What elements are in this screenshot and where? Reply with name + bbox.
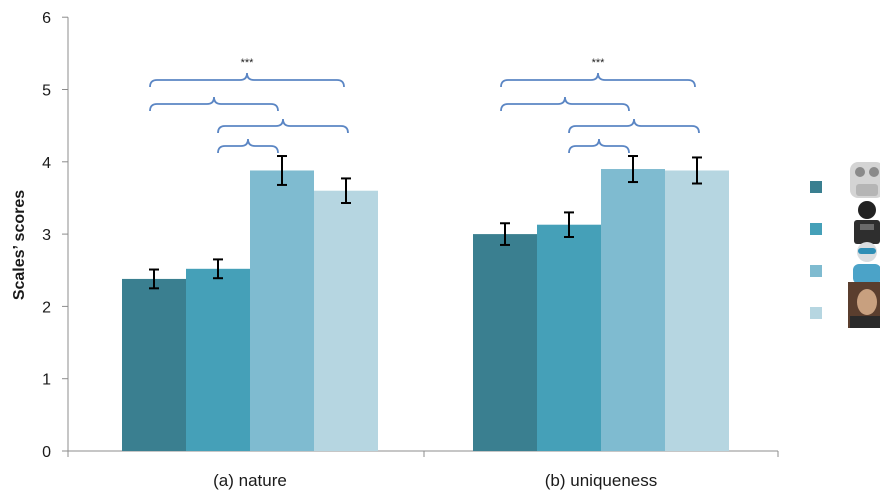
error-bar xyxy=(500,222,510,246)
bracket-group xyxy=(500,72,700,154)
bar xyxy=(473,234,537,451)
y-axis-title: Scales’ scores xyxy=(11,190,28,300)
significance-bracket xyxy=(568,138,630,154)
legend-swatch xyxy=(810,181,822,193)
significance-bracket xyxy=(149,96,279,112)
bar xyxy=(186,268,250,451)
bar xyxy=(314,190,378,451)
robot-black-humanoid-icon xyxy=(854,201,880,244)
error-bar xyxy=(692,156,702,185)
bar xyxy=(122,278,186,451)
legend-swatch xyxy=(810,307,822,319)
bracket-group xyxy=(149,72,349,154)
android-blue-icon xyxy=(853,242,880,284)
significance-brackets xyxy=(149,72,700,154)
error-bar xyxy=(149,268,159,290)
legend-item xyxy=(810,282,880,328)
error-bar xyxy=(628,155,638,184)
y-tick-label: 2 xyxy=(42,299,51,316)
error-bar xyxy=(341,177,351,205)
significance-bracket xyxy=(500,96,630,112)
category-label: (a) nature xyxy=(213,471,287,490)
category-label: (b) uniqueness xyxy=(545,471,657,490)
legend xyxy=(810,162,880,328)
bars xyxy=(122,169,729,451)
error-bar xyxy=(564,211,574,238)
legend-item xyxy=(810,201,880,244)
significance-bracket xyxy=(568,118,700,134)
y-tick-label: 0 xyxy=(42,444,51,461)
bar xyxy=(537,224,601,451)
y-tick-label: 5 xyxy=(42,83,51,100)
significance-label: *** xyxy=(241,57,255,69)
y-tick-label: 4 xyxy=(42,155,51,172)
bar xyxy=(601,169,665,451)
y-tick-label: 1 xyxy=(42,372,51,389)
legend-item xyxy=(810,162,880,198)
bar xyxy=(665,170,729,451)
robot-small-white-icon xyxy=(850,162,880,198)
error-bars xyxy=(149,155,702,290)
error-bar xyxy=(213,258,223,280)
significance-bracket xyxy=(500,72,696,88)
significance-label: *** xyxy=(592,57,606,69)
legend-swatch xyxy=(810,223,822,235)
significance-bracket xyxy=(149,72,345,88)
y-tick-label: 6 xyxy=(42,10,51,27)
y-tick-label: 3 xyxy=(42,227,51,244)
bar xyxy=(250,170,314,451)
significance-bracket xyxy=(217,138,279,154)
labels: 0 1 2 3 4 5 6 (a) nature (b) uniqueness *** *** xyxy=(42,10,657,490)
significance-bracket xyxy=(217,118,349,134)
legend-swatch xyxy=(810,265,822,277)
human-face-icon xyxy=(848,282,880,328)
error-bar xyxy=(277,155,287,186)
legend-item xyxy=(810,242,880,284)
